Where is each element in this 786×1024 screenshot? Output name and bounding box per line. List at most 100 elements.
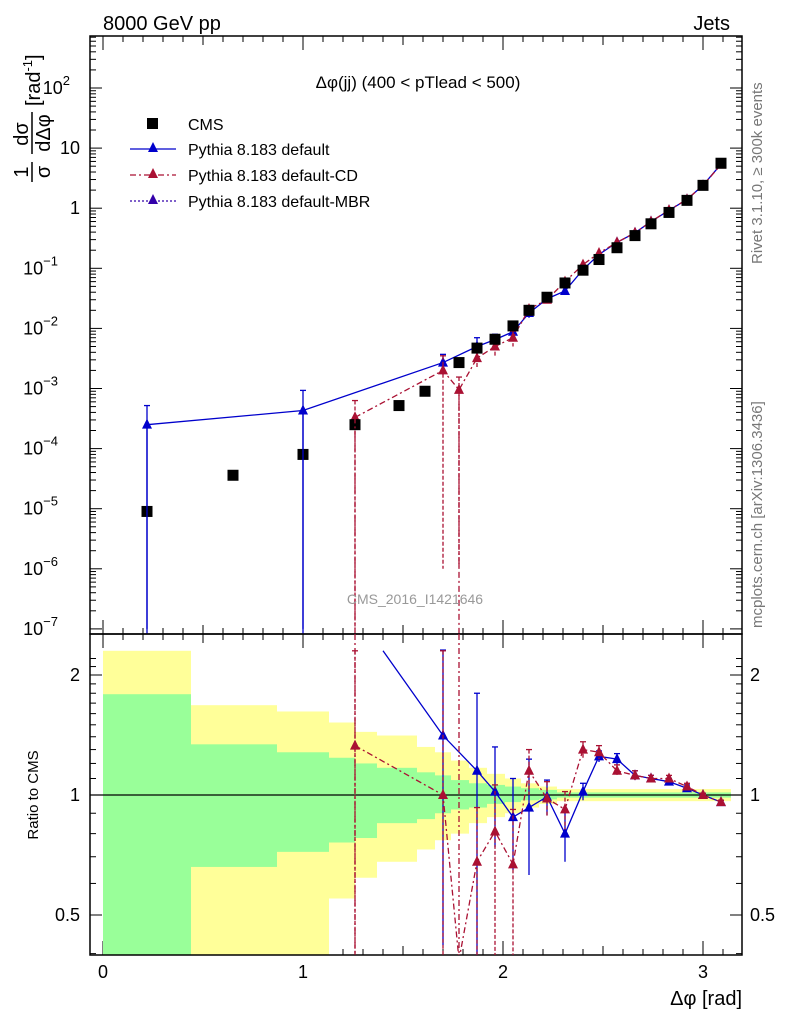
plot-title: Δφ(jj) (400 < pTlead < 500) <box>316 73 521 92</box>
rivet-label: Rivet 3.1.10, ≥ 300k events <box>749 82 766 264</box>
legend-label-default: Pythia 8.183 default <box>188 142 330 159</box>
ratio-cd-point <box>490 825 500 836</box>
x-tick-label: 0 <box>98 962 108 982</box>
cms-point <box>593 254 605 266</box>
ratio-tick-label-right: 2 <box>750 665 760 685</box>
cms-point <box>227 469 239 481</box>
cd-point <box>350 411 360 422</box>
mcplots-label: mcplots.cern.ch [arXiv:1306.3436] <box>749 401 766 628</box>
cms-point <box>629 230 641 242</box>
ratio-ylabel: Ratio to CMS <box>25 750 42 839</box>
ratio-tick-label: 0.5 <box>55 905 80 925</box>
ratio-default-point <box>438 729 448 740</box>
ratio-cd-point <box>542 792 552 803</box>
series-cd-line <box>354 164 722 419</box>
cms-point <box>471 342 483 354</box>
ratio-default-point <box>560 827 570 838</box>
ratio-cd-point <box>682 780 692 791</box>
ratio-default-point <box>578 785 588 796</box>
cms-point <box>393 400 405 412</box>
ratio-cd-point <box>508 858 518 869</box>
ratio-default-point <box>612 753 622 764</box>
cms-point <box>681 194 693 206</box>
cms-point <box>453 357 465 369</box>
cms-point <box>645 218 657 230</box>
ratio-tick-label: 1 <box>70 785 80 805</box>
default-point <box>560 284 570 295</box>
header-right-title: Jets <box>693 13 730 35</box>
ratio-tick-label-right: 0.5 <box>750 905 775 925</box>
y-axis-label: 1 σ dσ dΔφ [rad-1] <box>11 54 55 182</box>
y-tick-label: 102 <box>43 73 70 98</box>
band-inner-1 <box>191 744 277 867</box>
watermark: CMS_2016_I1421646 <box>347 591 483 607</box>
ratio-default-point <box>524 801 534 812</box>
ratio-cd-point <box>560 803 570 814</box>
legend-marker-cd <box>148 168 158 178</box>
cms-point <box>489 333 501 345</box>
legend-marker-mbr <box>148 194 158 204</box>
ratio-panel: 0.5 0.5 1 1 2 2 <box>55 633 775 956</box>
y-tick-label: 1 <box>70 198 80 218</box>
cms-point <box>611 242 623 254</box>
ylabel-dnum: dσ <box>11 122 33 146</box>
ylabel-unit: [rad-1] <box>20 54 45 106</box>
ratio-cd-point <box>472 855 482 866</box>
band-inner-6 <box>417 772 435 820</box>
cms-point <box>507 320 519 332</box>
cms-point <box>715 157 727 169</box>
y-tick-label: 10−5 <box>23 494 58 519</box>
ratio-cd-point <box>438 789 448 799</box>
ratio-y-ticks: 0.5 0.5 1 1 2 2 <box>55 657 775 955</box>
ratio-cd-point <box>698 789 708 799</box>
cms-point <box>419 385 431 397</box>
ratio-cd-point <box>664 772 674 783</box>
y-tick-label: 10−3 <box>23 374 58 399</box>
x-tick-label: 1 <box>298 962 308 982</box>
cd-point <box>508 331 518 342</box>
y-tick-label: 10 <box>60 138 80 158</box>
legend-label-cms: CMS <box>188 117 224 134</box>
x-axis-label: Δφ [rad] <box>670 988 742 1010</box>
ratio-tick-label-right: 1 <box>750 785 760 805</box>
ratio-cd-point <box>578 743 588 754</box>
cd-point <box>490 340 500 351</box>
legend-marker-default <box>148 142 158 152</box>
ratio-cd-point <box>646 772 656 783</box>
ratio-cd-point <box>594 746 604 757</box>
x-tick-label: 2 <box>498 962 508 982</box>
default-point <box>438 356 448 367</box>
cd-point <box>472 352 482 363</box>
ratio-cd-point <box>612 764 622 775</box>
main-data <box>141 157 727 634</box>
cms-point <box>349 419 361 431</box>
ratio-cd-point <box>716 796 726 807</box>
cms-point <box>523 304 535 316</box>
y-tick-label: 10−1 <box>23 253 58 278</box>
cms-point <box>559 277 571 289</box>
y-tick-label: 10−6 <box>23 554 58 579</box>
ratio-cd-point <box>350 739 360 750</box>
y-ticks <box>90 36 742 630</box>
ratio-tick-label: 2 <box>70 665 80 685</box>
band-inner-4 <box>355 763 377 839</box>
y-tick-label: 10−4 <box>23 434 58 459</box>
cms-point <box>663 206 675 218</box>
cms-point <box>577 264 589 276</box>
legend-marker-cms <box>147 118 158 129</box>
y-tick-label: 10−7 <box>23 614 58 639</box>
cd-point <box>438 364 448 375</box>
y-tick-label: 10−2 <box>23 313 58 338</box>
main-panel: 102 10 1 10−1 10−2 10−3 10−4 10−5 10−6 10−7 0 1 2 3 <box>23 35 743 982</box>
header-left-title: 8000 GeV pp <box>103 13 221 35</box>
ratio-cd-point <box>524 764 534 775</box>
cms-point <box>697 179 709 191</box>
cd-point <box>454 383 464 394</box>
default-point <box>142 418 152 429</box>
ylabel-dden: dΔφ <box>33 114 55 151</box>
band-inner-0 <box>103 694 191 955</box>
x-tick-label: 3 <box>698 962 708 982</box>
legend-label-cd: Pythia 8.183 default-CD <box>188 168 358 185</box>
ratio-data <box>350 634 726 955</box>
